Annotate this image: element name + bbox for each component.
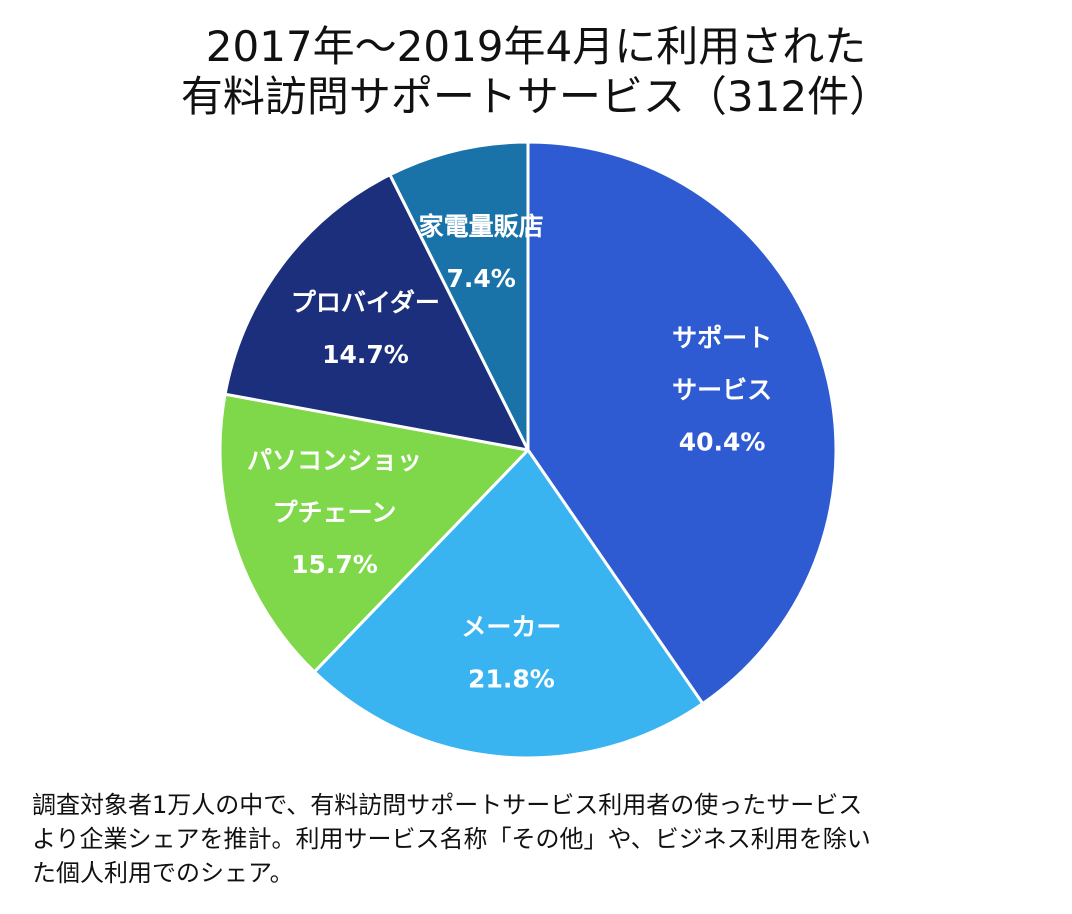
pie-labels: サポートサービス 40.4% メーカー 21.8% パソコンショップチェーン 15.7% プ…: [247, 212, 772, 693]
pie-slice-value-2: 15.7%: [291, 550, 378, 579]
footnote-line-2: より企業シェアを推計。利用サービス名称「その他」や、ビジネス利用を除い: [32, 825, 871, 853]
pie-slice-label-1: メーカー 21.8%: [461, 612, 561, 693]
pie-slices: [218, 140, 838, 760]
pie-slice-name-0-1: サービス: [672, 375, 772, 404]
pie-slice-label-2: パソコンショップチェーン 15.7%: [247, 446, 422, 579]
pie-slice-name-3-0: プロバイダー: [291, 287, 440, 316]
pie-slice-1: [312, 448, 705, 760]
pie-slice-value-4: 7.4%: [446, 264, 515, 293]
pie-slice-label-0: サポートサービス 40.4%: [672, 323, 772, 456]
chart-title-line-2: 有料訪問サポートサービス（312件）: [180, 72, 892, 121]
pie-slice-0: [526, 140, 838, 706]
chart-title-line-1: 2017年～2019年4月に利用された: [205, 22, 867, 71]
chart-title: 2017年～2019年4月に利用された 有料訪問サポートサービス（312件）: [0, 22, 1072, 122]
pie-slice-2: [218, 392, 530, 674]
pie-slice-name-1-0: メーカー: [461, 612, 561, 641]
pie-slice-name-4-0: 家電量販店: [419, 212, 544, 241]
pie-slice-value-1: 21.8%: [468, 664, 555, 693]
pie-slice-name-2-0: パソコンショッ: [247, 446, 422, 475]
footnote-line-1: 調査対象者1万人の中で、有料訪問サポートサービス利用者の使ったサービス: [32, 791, 863, 819]
pie-slice-name-2-1: プチェーン: [273, 498, 397, 527]
footnote-line-3: た個人利用でのシェア。: [32, 859, 294, 887]
pie-slice-value-3: 14.7%: [322, 339, 409, 368]
pie-slice-label-4: 家電量販店 7.4%: [419, 212, 544, 293]
footnote: 調査対象者1万人の中で、有料訪問サポートサービス利用者の使ったサービス より企業…: [32, 788, 1052, 890]
pie-slice-value-0: 40.4%: [679, 427, 766, 456]
pie-slice-4: [388, 140, 530, 452]
pie-slice-3: [223, 173, 530, 452]
pie-slice-name-0-0: サポート: [672, 323, 772, 352]
pie-slice-label-3: プロバイダー 14.7%: [291, 287, 440, 368]
